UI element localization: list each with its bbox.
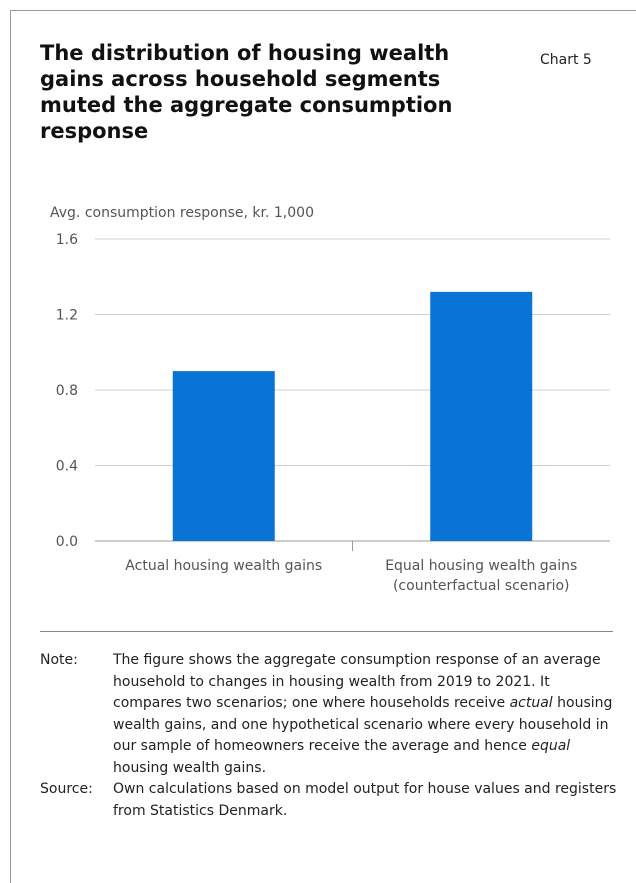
note-text-segment: The figure shows the aggregate consumpti… [113, 652, 601, 711]
bar-chart: Avg. consumption response, kr. 1,000 0.0 0… [50, 205, 610, 594]
source-label: Source: [40, 781, 93, 797]
note-row: Note: The figure shows the aggregate con… [40, 650, 620, 779]
y-tick-label: 1.2 [56, 308, 78, 324]
x-category-label: Actual housing wealth gains [125, 558, 322, 574]
notes-divider [40, 631, 613, 632]
note-emphasis: equal [531, 738, 571, 754]
chart-title: The distribution of housing wealth gains… [40, 41, 453, 143]
chart-number: Chart 5 [540, 52, 592, 68]
x-category-label: Equal housing wealth gains [385, 558, 577, 574]
note-text-segment: housing wealth gains, and one hypothetic… [113, 695, 613, 754]
y-tick-label: 0.4 [56, 459, 78, 475]
bar [172, 371, 275, 541]
chart-frame [10, 10, 636, 883]
y-tick-label: 0.8 [56, 383, 78, 399]
note-emphasis: actual [509, 695, 553, 711]
y-tick-label: 1.6 [56, 232, 78, 248]
note-text-segment: housing wealth gains. [113, 759, 267, 776]
note-text: The figure shows the aggregate consumpti… [113, 650, 620, 779]
bar [430, 291, 533, 541]
y-tick-label: 0.0 [56, 534, 78, 550]
x-category-label: (counterfactual scenario) [393, 578, 570, 594]
y-axis-label: Avg. consumption response, kr. 1,000 [50, 205, 314, 221]
source-text: Own calculations based on model output f… [113, 781, 617, 819]
notes-section: Note: The figure shows the aggregate con… [40, 650, 620, 822]
source-row: Source: Own calculations based on model … [40, 779, 620, 822]
note-label: Note: [40, 652, 78, 668]
